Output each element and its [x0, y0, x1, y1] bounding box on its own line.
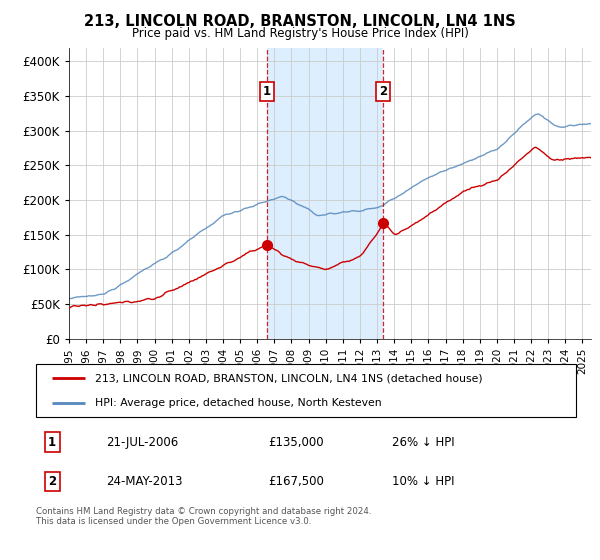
- Text: £167,500: £167,500: [268, 475, 324, 488]
- Text: Contains HM Land Registry data © Crown copyright and database right 2024.
This d: Contains HM Land Registry data © Crown c…: [36, 507, 371, 526]
- Bar: [266, 48, 383, 339]
- Text: Price paid vs. HM Land Registry's House Price Index (HPI): Price paid vs. HM Land Registry's House …: [131, 27, 469, 40]
- Text: 1: 1: [48, 436, 56, 449]
- Text: 21-JUL-2006: 21-JUL-2006: [106, 436, 178, 449]
- Text: 213, LINCOLN ROAD, BRANSTON, LINCOLN, LN4 1NS (detached house): 213, LINCOLN ROAD, BRANSTON, LINCOLN, LN…: [95, 374, 483, 384]
- Text: 24-MAY-2013: 24-MAY-2013: [106, 475, 182, 488]
- Text: 2: 2: [48, 475, 56, 488]
- Text: 213, LINCOLN ROAD, BRANSTON, LINCOLN, LN4 1NS: 213, LINCOLN ROAD, BRANSTON, LINCOLN, LN…: [84, 14, 516, 29]
- Text: 1: 1: [262, 85, 271, 98]
- Text: £135,000: £135,000: [268, 436, 324, 449]
- Text: 10% ↓ HPI: 10% ↓ HPI: [392, 475, 455, 488]
- Text: 2: 2: [379, 85, 388, 98]
- Text: 26% ↓ HPI: 26% ↓ HPI: [392, 436, 455, 449]
- Text: HPI: Average price, detached house, North Kesteven: HPI: Average price, detached house, Nort…: [95, 398, 382, 408]
